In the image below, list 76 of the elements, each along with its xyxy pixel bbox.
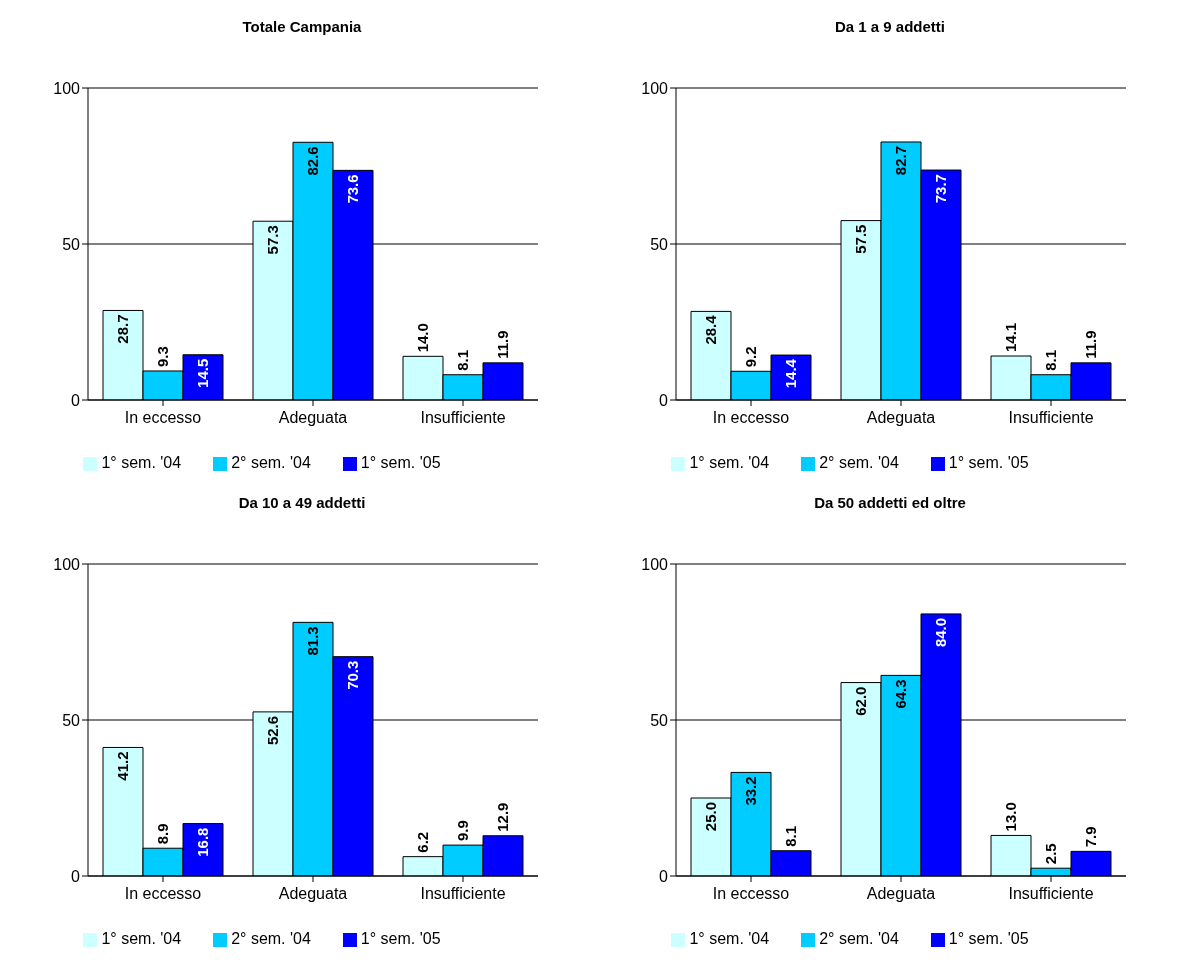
y-tick-label: 50 xyxy=(62,235,81,253)
data-label: 14.4 xyxy=(782,358,799,389)
data-label: 8.1 xyxy=(782,825,799,847)
x-tick-label: Insufficiente xyxy=(1008,885,1094,903)
legend-label: 1° sem. '04 xyxy=(689,454,770,471)
x-tick-label: Adeguata xyxy=(866,885,936,903)
x-tick-label: Adeguata xyxy=(866,409,936,427)
y-tick-label: 0 xyxy=(659,391,669,409)
data-label: 13.0 xyxy=(1002,802,1019,832)
data-label: 84.0 xyxy=(932,617,949,648)
data-label: 6.2 xyxy=(414,831,431,853)
y-tick-label: 100 xyxy=(53,555,81,573)
x-tick-label: In eccesso xyxy=(712,885,790,903)
data-label: 9.3 xyxy=(154,346,171,367)
legend-label: 2° sem. '04 xyxy=(819,930,899,947)
data-label: 64.3 xyxy=(892,679,909,709)
legend-label: 1° sem. '04 xyxy=(689,930,770,947)
y-tick-label: 50 xyxy=(62,711,81,729)
legend-label: 2° sem. '04 xyxy=(819,454,899,471)
y-tick-label: 0 xyxy=(71,867,81,885)
data-label: 33.2 xyxy=(742,776,759,806)
data-label: 57.3 xyxy=(264,225,281,255)
data-label: 62.0 xyxy=(852,686,869,716)
legend-label: 1° sem. '04 xyxy=(101,930,182,947)
data-label: 14.5 xyxy=(194,358,211,388)
legend-label: 2° sem. '04 xyxy=(231,454,311,471)
y-tick-label: 50 xyxy=(650,235,669,253)
chart-title: Totale Campania xyxy=(241,17,363,37)
legend-label: 1° sem. '05 xyxy=(948,930,1029,947)
x-tick-label: In eccesso xyxy=(712,409,790,427)
data-label: 14.0 xyxy=(414,323,431,353)
y-tick-label: 100 xyxy=(53,79,81,97)
data-label: 52.6 xyxy=(264,715,281,746)
data-label: 41.2 xyxy=(114,751,131,781)
data-label: 81.3 xyxy=(304,626,321,656)
legend-label: 1° sem. '05 xyxy=(360,930,441,947)
data-label: 28.7 xyxy=(114,314,131,344)
data-label: 82.7 xyxy=(892,145,909,176)
data-label: 73.6 xyxy=(344,174,361,204)
y-tick-label: 0 xyxy=(71,391,81,409)
data-label: 8.9 xyxy=(154,823,171,845)
data-label: 57.5 xyxy=(852,224,869,254)
data-label: 16.8 xyxy=(194,827,211,857)
y-tick-label: 50 xyxy=(650,711,669,729)
data-label: 82.6 xyxy=(304,146,321,176)
data-label: 12.9 xyxy=(494,802,511,832)
y-tick-label: 0 xyxy=(659,867,669,885)
x-tick-label: In eccesso xyxy=(124,885,202,903)
data-label: 28.4 xyxy=(702,314,719,345)
data-label: 25.0 xyxy=(702,802,719,832)
data-label: 9.2 xyxy=(742,346,759,368)
data-label: 9.9 xyxy=(454,820,471,842)
data-label: 14.1 xyxy=(1002,322,1019,353)
chart-title: Da 1 a 9 addetti xyxy=(833,17,946,37)
legend-label: 2° sem. '04 xyxy=(231,930,311,947)
legend-label: 1° sem. '05 xyxy=(948,454,1029,471)
legend-label: 1° sem. '04 xyxy=(101,454,182,471)
data-label: 70.3 xyxy=(344,660,361,690)
chart-title: Da 10 a 49 addetti xyxy=(237,493,367,513)
legend-label: 1° sem. '05 xyxy=(360,454,441,471)
y-tick-label: 100 xyxy=(641,79,669,97)
data-label: 8.1 xyxy=(1042,349,1059,371)
data-label: 8.1 xyxy=(454,349,471,371)
x-tick-label: Insufficiente xyxy=(420,409,506,427)
data-label: 11.9 xyxy=(1082,330,1099,359)
data-label: 73.7 xyxy=(932,174,949,204)
x-tick-label: Adeguata xyxy=(278,409,348,427)
x-tick-label: Adeguata xyxy=(278,885,348,903)
x-tick-label: Insufficiente xyxy=(1008,409,1094,427)
chart-title: Da 50 addetti ed oltre xyxy=(813,493,967,513)
data-label: 7.9 xyxy=(1082,826,1099,848)
data-label: 11.9 xyxy=(494,330,511,359)
data-label: 2.5 xyxy=(1042,843,1059,865)
x-tick-label: Insufficiente xyxy=(420,885,506,903)
y-tick-label: 100 xyxy=(641,555,669,573)
x-tick-label: In eccesso xyxy=(124,409,202,427)
